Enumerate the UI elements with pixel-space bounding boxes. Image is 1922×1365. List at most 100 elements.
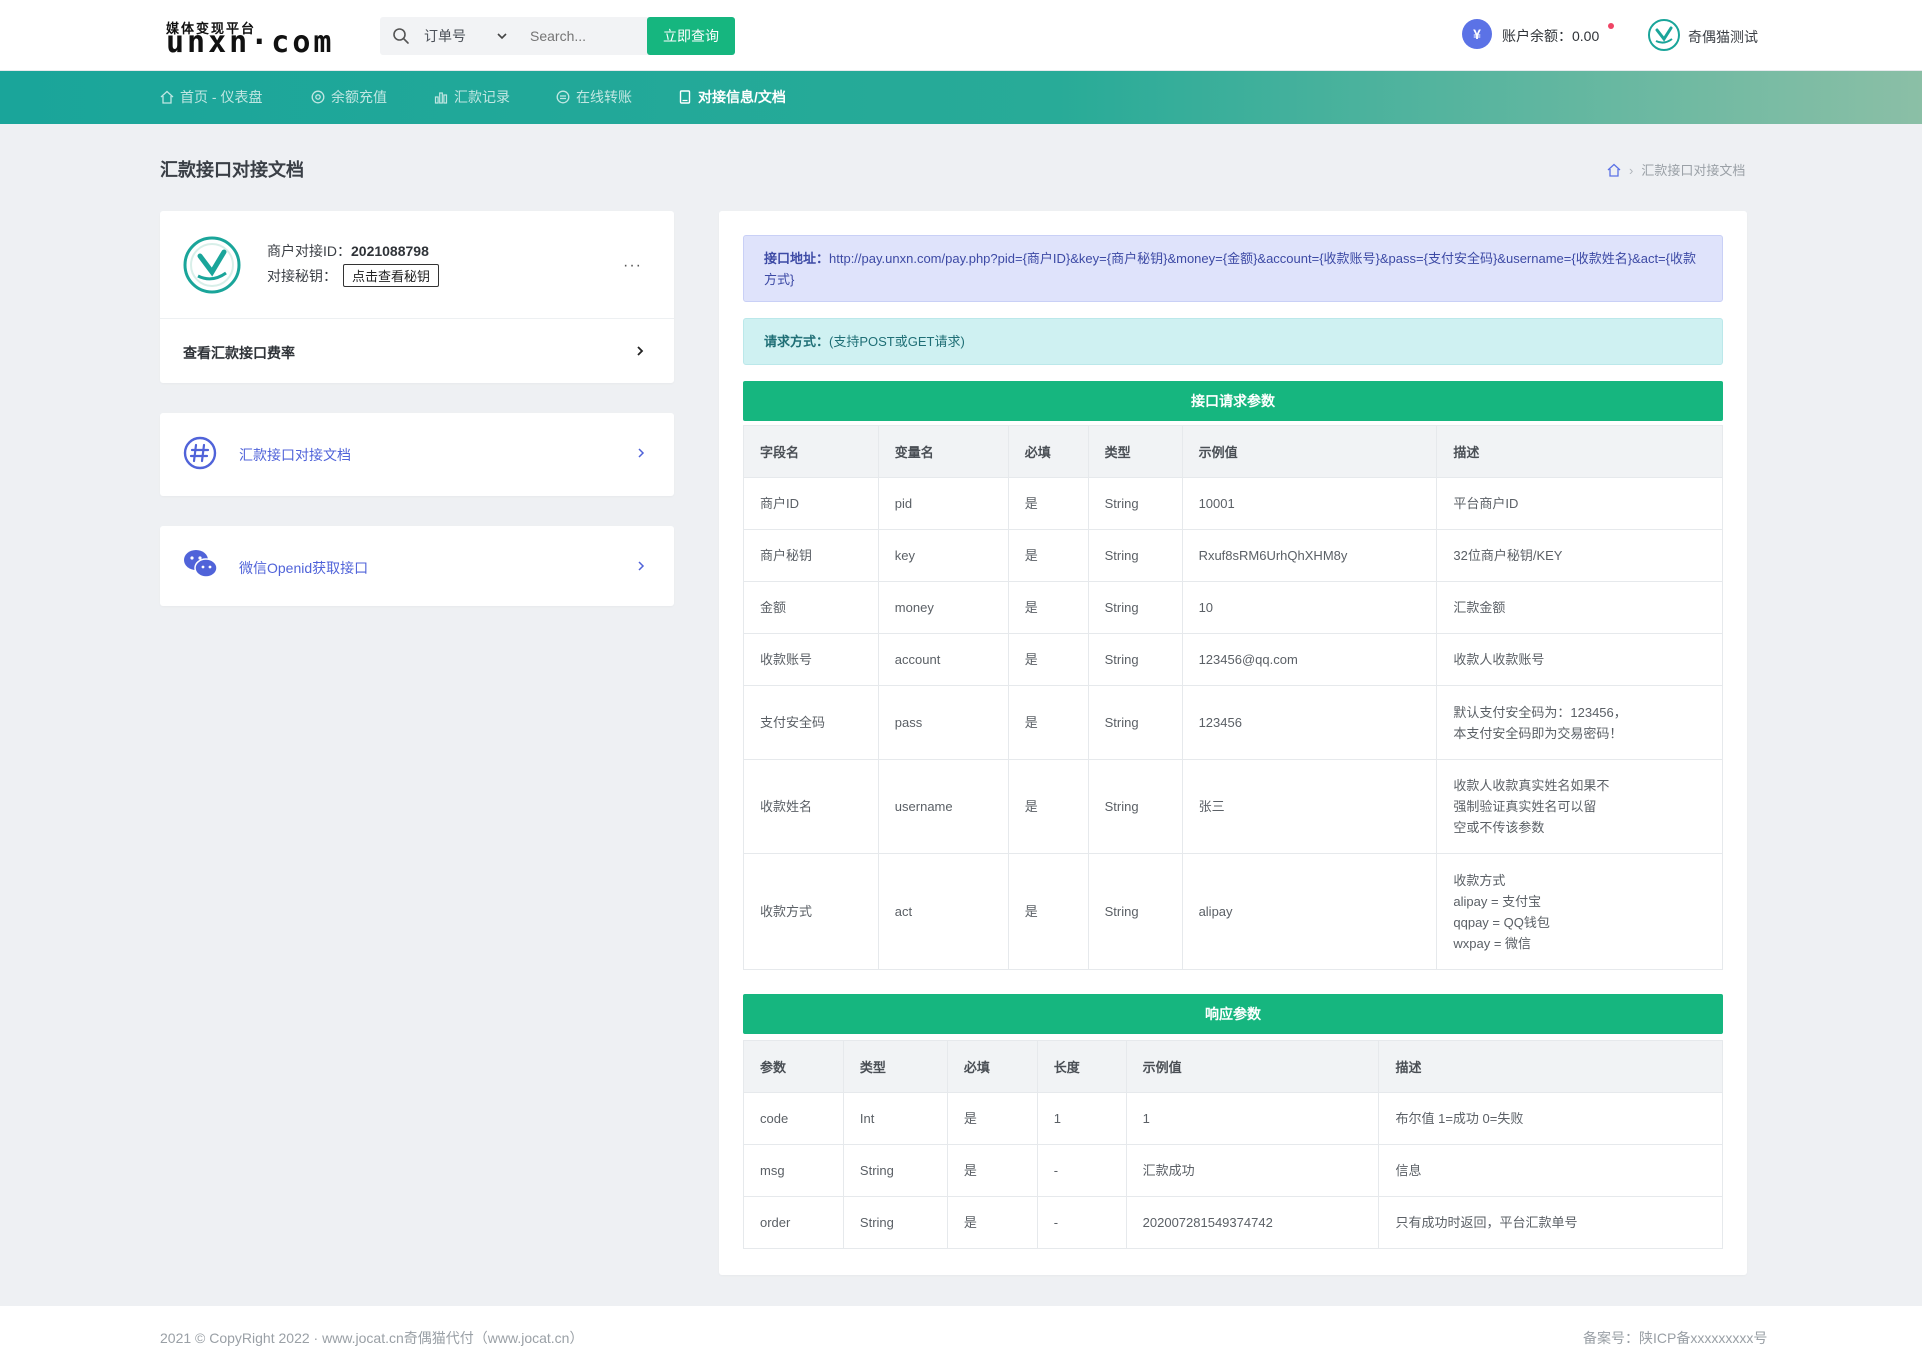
table-row: 商户秘钥 key 是 String Rxuf8sRM6UrhQhXHM8y 32位商户秘钥… <box>743 529 1723 582</box>
page-footer: 2021 © CopyRight 2022 · www.jocat.cn奇偶猫代… <box>0 1306 1922 1365</box>
table-cell: act <box>877 853 1009 970</box>
table-cell: 金额 <box>743 581 879 634</box>
table-cell: String <box>1087 477 1183 530</box>
more-options-icon[interactable]: ··· <box>623 257 642 274</box>
api-address-label: 接口地址： <box>764 251 830 266</box>
column-header: 长度 <box>1036 1040 1127 1093</box>
nav-label: 汇款记录 <box>454 89 510 105</box>
avatar <box>183 236 241 294</box>
table-cell: 10001 <box>1181 477 1438 530</box>
user-menu[interactable]: 奇偶猫测试 <box>1648 19 1778 51</box>
table-cell: String <box>1087 853 1183 970</box>
wechat-icon <box>184 550 218 578</box>
table-cell: 信息 <box>1378 1144 1723 1197</box>
search-type-select[interactable]: 订单号 <box>424 28 466 44</box>
column-header: 描述 <box>1378 1040 1723 1093</box>
response-params-heading: 响应参数 <box>743 994 1723 1034</box>
table-row: order String 是 -202007281549374742 只有成功时返回，平… <box>743 1196 1723 1249</box>
nav-item-docs[interactable]: 对接信息/文档 <box>678 71 786 124</box>
remit-doc-link[interactable]: 汇款接口对接文档 <box>239 447 351 463</box>
merchant-card: 商户对接ID：2021088798 对接秘钥： 点击查看秘钥 ··· 查看汇款接口… <box>160 211 674 383</box>
request-method-alert: 请求方式：(支持POST或GET请求) <box>743 318 1723 365</box>
table-cell: pass <box>877 685 1009 760</box>
nav-item-recharge[interactable]: 余额充值 <box>311 71 387 124</box>
table-cell: 是 <box>946 1196 1038 1249</box>
table-header: 参数 类型 必填 长度 示例值 描述 <box>743 1040 1723 1093</box>
table-cell: 商户秘钥 <box>743 529 879 582</box>
nav-label: 在线转账 <box>576 89 632 105</box>
table-cell: 是 <box>1007 477 1089 530</box>
table-cell: 只有成功时返回，平台汇款单号 <box>1378 1196 1723 1249</box>
home-icon[interactable] <box>1607 163 1621 177</box>
account-balance[interactable]: ¥ 账户余额：0.00 <box>1462 19 1622 51</box>
table-cell: alipay <box>1181 853 1438 970</box>
table-cell: 是 <box>1007 529 1089 582</box>
nav-item-remit-records[interactable]: 汇款记录 <box>434 71 510 124</box>
search-button[interactable]: 立即查询 <box>647 17 735 55</box>
merchant-key: 对接秘钥： 点击查看秘钥 <box>267 264 440 287</box>
table-cell: 32位商户秘钥/KEY <box>1436 529 1723 582</box>
icp-record-text: 备案号：陕ICP备xxxxxxxxx号 <box>1583 1330 1768 1346</box>
chevron-right-icon <box>638 561 645 571</box>
table-cell: - <box>1036 1196 1127 1249</box>
table-cell: msg <box>743 1144 844 1197</box>
nav-label: 对接信息/文档 <box>698 89 786 105</box>
table-cell: 是 <box>1007 685 1089 760</box>
table-cell: 收款方式 <box>743 853 879 970</box>
merchant-id: 商户对接ID：2021088798 <box>267 241 429 261</box>
transfer-icon <box>556 90 570 104</box>
table-row: msg String 是 - 汇款成功 信息 <box>743 1144 1723 1197</box>
table-cell: String <box>842 1144 948 1197</box>
home-icon <box>160 90 174 104</box>
table-row: 收款姓名 username 是 String 张三 收款人收款真实姓名如果不 强制验证真实… <box>743 759 1723 854</box>
api-address-value: http://pay.unxn.com/pay.php?pid={商户ID}&k… <box>764 251 1696 287</box>
nav-item-dashboard[interactable]: 首页 - 仪表盘 <box>160 71 262 124</box>
table-cell: key <box>877 529 1009 582</box>
table-cell: 1 <box>1036 1092 1127 1145</box>
top-header: 媒体变现平台 unxn·com 订单号 立即查询 ¥ 账户余额：0.00 奇偶猫… <box>0 0 1922 71</box>
table-cell: 是 <box>946 1144 1038 1197</box>
breadcrumb-current: 汇款接口对接文档 <box>1641 163 1746 178</box>
nav-item-transfer[interactable]: 在线转账 <box>556 71 632 124</box>
logo-wordmark: unxn·com <box>166 25 335 60</box>
table-cell: 张三 <box>1181 759 1438 854</box>
column-header: 必填 <box>1007 425 1089 478</box>
view-key-button[interactable]: 点击查看秘钥 <box>343 264 440 287</box>
copyright-text: 2021 © CopyRight 2022 · www.jocat.cn奇偶猫代… <box>160 1330 584 1346</box>
table-cell: 123456@qq.com <box>1181 633 1438 686</box>
document-icon <box>679 90 691 104</box>
balance-text: 账户余额：0.00 <box>1502 28 1600 44</box>
table-cell: 是 <box>1007 853 1089 970</box>
wechat-openid-link-card[interactable]: 微信Openid获取接口 <box>160 526 674 606</box>
table-cell: money <box>877 581 1009 634</box>
table-row: 商户ID pid 是 String 10001 平台商户ID <box>743 477 1723 530</box>
search-input[interactable] <box>530 21 650 51</box>
table-row: 收款方式 act 是 String alipay 收款方式 alipay = 支付宝 qq… <box>743 853 1723 970</box>
remit-doc-link-card[interactable]: 汇款接口对接文档 <box>160 413 674 496</box>
table-cell: 10 <box>1181 581 1438 634</box>
search-icon <box>393 28 409 44</box>
table-cell: String <box>1087 581 1183 634</box>
merchant-id-value: 2021088798 <box>351 243 429 259</box>
table-cell: 是 <box>946 1092 1038 1145</box>
chart-icon <box>434 92 448 104</box>
table-row: 收款账号 account 是 String 123456@qq.com 收款人收款账号 <box>743 633 1723 686</box>
chevron-down-icon <box>497 33 507 40</box>
view-rate-row[interactable]: 查看汇款接口费率 <box>160 319 674 383</box>
api-doc-card: 接口地址：http://pay.unxn.com/pay.php?pid={商户… <box>719 211 1747 1275</box>
table-cell: String <box>1087 685 1183 760</box>
table-cell: String <box>1087 633 1183 686</box>
table-cell: 布尔值 1=成功 0=失败 <box>1378 1092 1723 1145</box>
table-row: 支付安全码 pass 是 String 123456 默认支付安全码为：123456， 本… <box>743 685 1723 760</box>
wechat-openid-link[interactable]: 微信Openid获取接口 <box>239 560 369 576</box>
table-cell: 汇款成功 <box>1125 1144 1380 1197</box>
column-header: 变量名 <box>877 425 1009 478</box>
table-cell: 123456 <box>1181 685 1438 760</box>
table-cell: 202007281549374742 <box>1125 1196 1380 1249</box>
column-header: 描述 <box>1436 425 1723 478</box>
table-row: code Int 是 1 1 布尔值 1=成功 0=失败 <box>743 1092 1723 1145</box>
page-title: 汇款接口对接文档 <box>160 160 304 180</box>
column-header: 示例值 <box>1125 1040 1380 1093</box>
site-logo[interactable]: 媒体变现平台 unxn·com <box>166 16 356 60</box>
view-rate-label: 查看汇款接口费率 <box>183 345 295 361</box>
